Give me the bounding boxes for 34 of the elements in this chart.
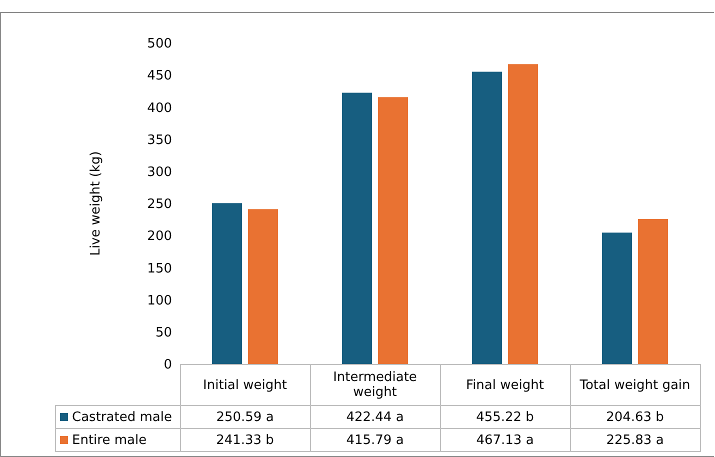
y-tick-label: 200 bbox=[147, 229, 172, 244]
data-label: 467.13 a bbox=[440, 428, 570, 452]
y-tick-label: 300 bbox=[147, 165, 172, 180]
y-tick-label: 50 bbox=[155, 326, 172, 341]
data-label: 455.22 b bbox=[440, 406, 570, 428]
y-tick-label: 350 bbox=[147, 132, 172, 148]
x-tick-label: Initial weight bbox=[180, 364, 310, 406]
data-label: 204.63 b bbox=[570, 406, 700, 428]
y-tick-label: 500 bbox=[147, 36, 172, 52]
y-tick-label: 0 bbox=[164, 358, 172, 373]
bar bbox=[212, 203, 242, 364]
y-tick-label: 250 bbox=[147, 197, 172, 212]
bar bbox=[378, 97, 408, 364]
legend-label: Entire male bbox=[56, 428, 180, 452]
x-tick-label: Final weight bbox=[440, 364, 570, 406]
bar bbox=[342, 92, 372, 364]
x-tick-label: Total weight gain bbox=[570, 364, 700, 406]
bar bbox=[602, 232, 632, 364]
bar bbox=[472, 72, 502, 364]
bar bbox=[248, 209, 278, 364]
y-tick-label: 100 bbox=[147, 293, 172, 308]
bar bbox=[508, 64, 538, 364]
y-axis-title: Live weight (kg) bbox=[88, 151, 104, 256]
y-tick-label: 450 bbox=[147, 68, 172, 84]
y-tick-label: 150 bbox=[147, 261, 172, 276]
data-label: 241.33 b bbox=[180, 428, 310, 452]
x-tick-label: Intermediate weight bbox=[310, 364, 440, 406]
data-label: 250.59 a bbox=[180, 406, 310, 428]
data-label: 422.44 a bbox=[310, 406, 440, 428]
data-label: 225.83 a bbox=[570, 428, 700, 452]
data-label: 415.79 a bbox=[310, 428, 440, 452]
y-tick-label: 400 bbox=[147, 100, 172, 116]
bar bbox=[638, 219, 668, 364]
legend-label: Castrated male bbox=[56, 406, 180, 428]
